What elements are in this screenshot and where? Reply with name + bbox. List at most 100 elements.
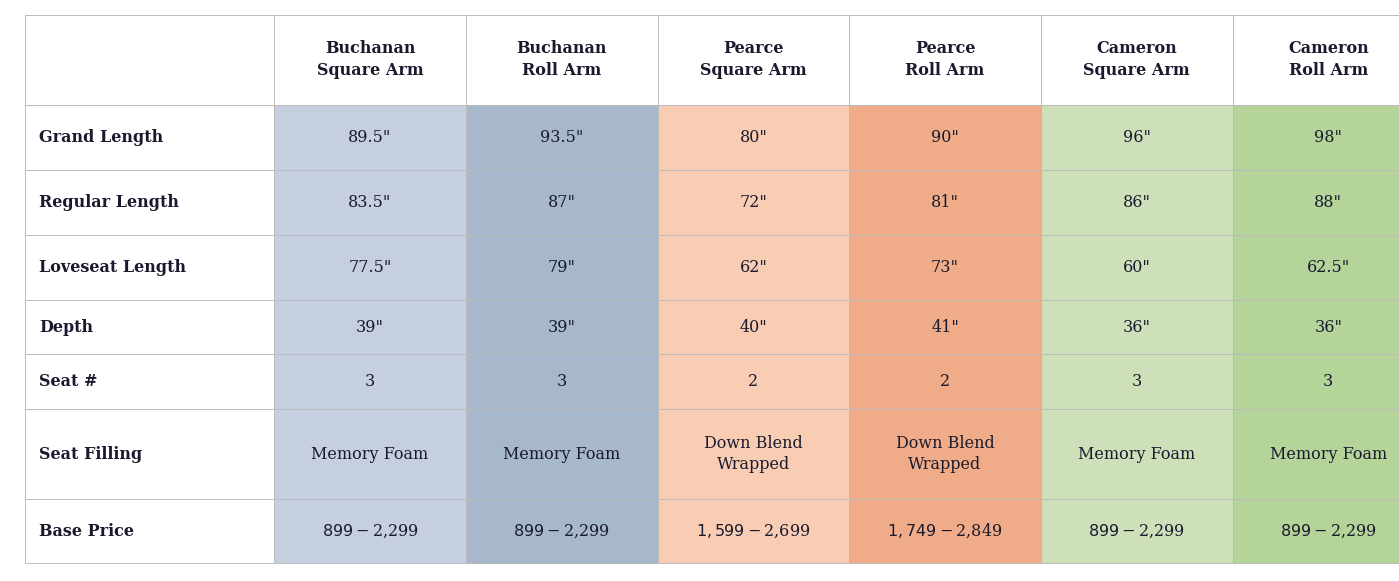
FancyBboxPatch shape xyxy=(849,300,1041,354)
FancyBboxPatch shape xyxy=(274,409,466,499)
FancyBboxPatch shape xyxy=(1233,15,1399,105)
Text: 3: 3 xyxy=(365,373,375,390)
Text: 87": 87" xyxy=(547,193,576,211)
Text: Memory Foam: Memory Foam xyxy=(504,446,620,462)
Text: 90": 90" xyxy=(932,128,958,146)
Text: 83.5": 83.5" xyxy=(348,193,392,211)
FancyBboxPatch shape xyxy=(849,409,1041,499)
Text: 62.5": 62.5" xyxy=(1307,259,1350,276)
Text: 81": 81" xyxy=(930,193,960,211)
FancyBboxPatch shape xyxy=(658,300,849,354)
Text: Regular Length: Regular Length xyxy=(39,193,179,211)
FancyBboxPatch shape xyxy=(466,300,658,354)
FancyBboxPatch shape xyxy=(25,354,274,409)
FancyBboxPatch shape xyxy=(1041,300,1233,354)
FancyBboxPatch shape xyxy=(849,499,1041,563)
FancyBboxPatch shape xyxy=(466,235,658,300)
FancyBboxPatch shape xyxy=(25,15,274,105)
Text: 60": 60" xyxy=(1123,259,1150,276)
Text: 96": 96" xyxy=(1122,128,1151,146)
FancyBboxPatch shape xyxy=(25,235,274,300)
Text: Grand Length: Grand Length xyxy=(39,128,164,146)
FancyBboxPatch shape xyxy=(1041,354,1233,409)
FancyBboxPatch shape xyxy=(466,105,658,170)
FancyBboxPatch shape xyxy=(849,170,1041,235)
Text: $899-$2,299: $899-$2,299 xyxy=(513,522,610,540)
FancyBboxPatch shape xyxy=(1041,409,1233,499)
FancyBboxPatch shape xyxy=(274,105,466,170)
FancyBboxPatch shape xyxy=(25,300,274,354)
FancyBboxPatch shape xyxy=(1233,499,1399,563)
FancyBboxPatch shape xyxy=(466,15,658,105)
Text: 2: 2 xyxy=(940,373,950,390)
Text: 36": 36" xyxy=(1314,318,1343,336)
FancyBboxPatch shape xyxy=(849,105,1041,170)
Text: Memory Foam: Memory Foam xyxy=(1270,446,1386,462)
Text: Memory Foam: Memory Foam xyxy=(312,446,428,462)
Text: $1,749-$2,849: $1,749-$2,849 xyxy=(887,522,1003,540)
Text: 39": 39" xyxy=(547,318,576,336)
Text: Base Price: Base Price xyxy=(39,522,134,540)
FancyBboxPatch shape xyxy=(658,354,849,409)
FancyBboxPatch shape xyxy=(849,15,1041,105)
FancyBboxPatch shape xyxy=(1041,499,1233,563)
Text: Depth: Depth xyxy=(39,318,94,336)
FancyBboxPatch shape xyxy=(1041,235,1233,300)
Text: 98": 98" xyxy=(1314,128,1343,146)
FancyBboxPatch shape xyxy=(274,170,466,235)
Text: Cameron
Roll Arm: Cameron Roll Arm xyxy=(1288,40,1368,79)
FancyBboxPatch shape xyxy=(658,105,849,170)
Text: 3: 3 xyxy=(1132,373,1142,390)
Text: Loveseat Length: Loveseat Length xyxy=(39,259,186,276)
FancyBboxPatch shape xyxy=(658,499,849,563)
FancyBboxPatch shape xyxy=(1233,105,1399,170)
FancyBboxPatch shape xyxy=(658,170,849,235)
Text: $1,599-$2,699: $1,599-$2,699 xyxy=(697,522,810,540)
Text: Memory Foam: Memory Foam xyxy=(1079,446,1195,462)
Text: Down Blend
Wrapped: Down Blend Wrapped xyxy=(704,435,803,474)
Text: 88": 88" xyxy=(1314,193,1343,211)
FancyBboxPatch shape xyxy=(466,354,658,409)
Text: 3: 3 xyxy=(1323,373,1333,390)
FancyBboxPatch shape xyxy=(274,300,466,354)
Text: 72": 72" xyxy=(740,193,767,211)
FancyBboxPatch shape xyxy=(466,499,658,563)
FancyBboxPatch shape xyxy=(658,15,849,105)
Text: Down Blend
Wrapped: Down Blend Wrapped xyxy=(895,435,995,474)
Text: Buchanan
Roll Arm: Buchanan Roll Arm xyxy=(516,40,607,79)
Text: $899-$2,299: $899-$2,299 xyxy=(322,522,418,540)
Text: 73": 73" xyxy=(930,259,960,276)
Text: 86": 86" xyxy=(1122,193,1151,211)
FancyBboxPatch shape xyxy=(658,235,849,300)
FancyBboxPatch shape xyxy=(658,409,849,499)
Text: Buchanan
Square Arm: Buchanan Square Arm xyxy=(316,40,424,79)
FancyBboxPatch shape xyxy=(466,409,658,499)
FancyBboxPatch shape xyxy=(1041,15,1233,105)
FancyBboxPatch shape xyxy=(25,105,274,170)
FancyBboxPatch shape xyxy=(25,170,274,235)
FancyBboxPatch shape xyxy=(274,354,466,409)
FancyBboxPatch shape xyxy=(1233,354,1399,409)
FancyBboxPatch shape xyxy=(849,235,1041,300)
FancyBboxPatch shape xyxy=(466,170,658,235)
FancyBboxPatch shape xyxy=(274,499,466,563)
Text: 93.5": 93.5" xyxy=(540,128,583,146)
Text: Pearce
Roll Arm: Pearce Roll Arm xyxy=(905,40,985,79)
FancyBboxPatch shape xyxy=(1041,170,1233,235)
Text: Seat Filling: Seat Filling xyxy=(39,446,143,462)
Text: $899-$2,299: $899-$2,299 xyxy=(1088,522,1185,540)
Text: 36": 36" xyxy=(1122,318,1151,336)
Text: 39": 39" xyxy=(355,318,385,336)
FancyBboxPatch shape xyxy=(25,499,274,563)
FancyBboxPatch shape xyxy=(1041,105,1233,170)
Text: 62": 62" xyxy=(740,259,767,276)
Text: 77.5": 77.5" xyxy=(348,259,392,276)
FancyBboxPatch shape xyxy=(1233,409,1399,499)
Text: 89.5": 89.5" xyxy=(348,128,392,146)
Text: 41": 41" xyxy=(932,318,958,336)
Text: $899-$2,299: $899-$2,299 xyxy=(1280,522,1377,540)
Text: Cameron
Square Arm: Cameron Square Arm xyxy=(1083,40,1191,79)
Text: 40": 40" xyxy=(740,318,767,336)
FancyBboxPatch shape xyxy=(1233,170,1399,235)
FancyBboxPatch shape xyxy=(1233,300,1399,354)
